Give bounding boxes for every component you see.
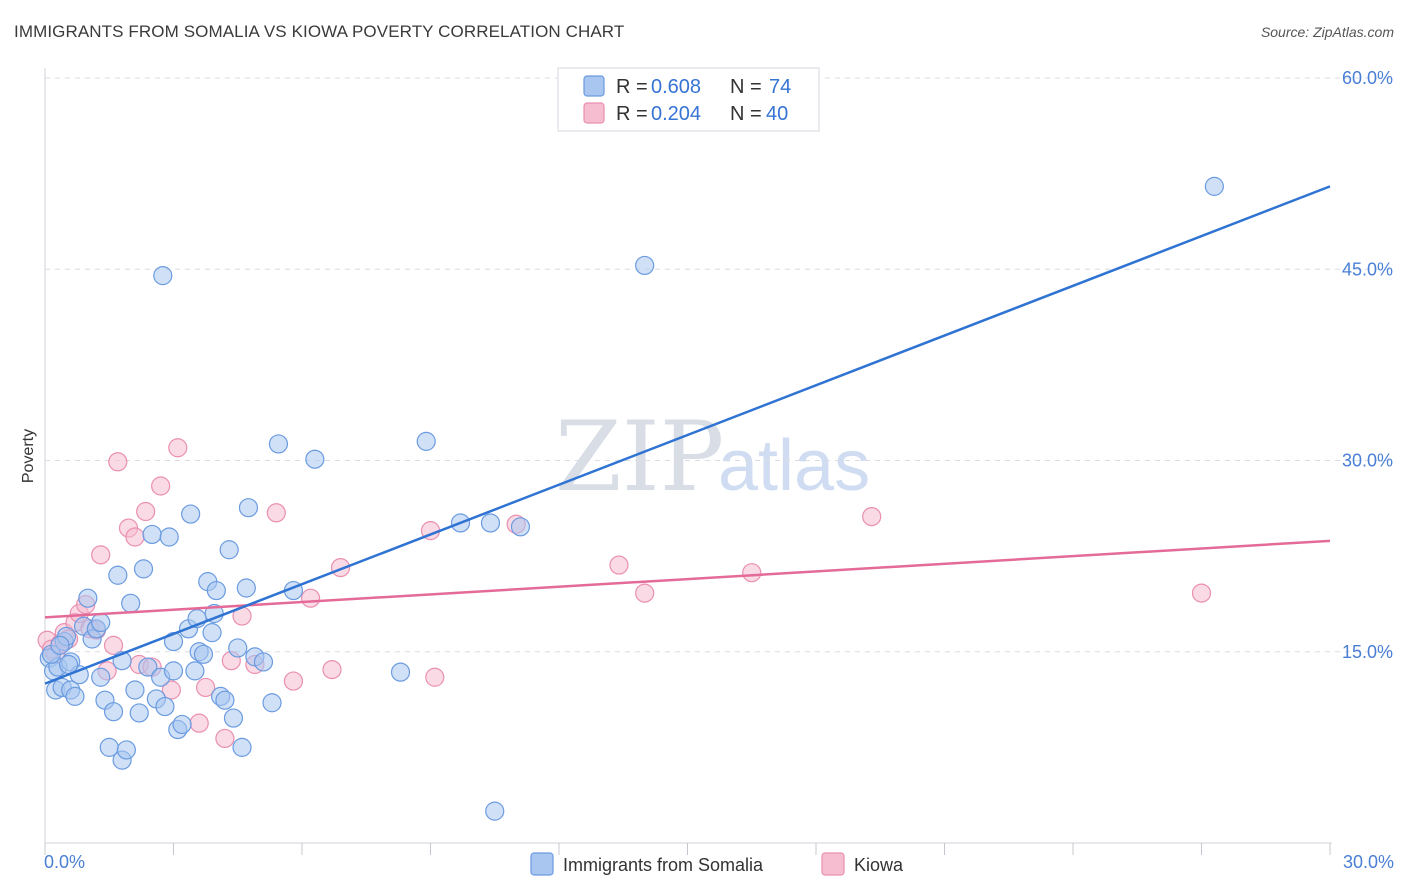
x-tick-label-30: 30.0% (1343, 852, 1394, 872)
somalia-point (1204, 176, 1224, 196)
somalia-point (232, 737, 252, 757)
somalia-points (39, 176, 1224, 821)
kiowa-point (151, 476, 171, 496)
watermark-atlas: atlas (718, 426, 870, 506)
kiowa-point (609, 555, 629, 575)
somalia-point (219, 540, 239, 560)
y-tick-label-45: 45.0% (1342, 259, 1393, 279)
somalia-point (193, 644, 214, 664)
somalia-point (262, 693, 282, 713)
somalia-point (485, 801, 505, 821)
kiowa-point (635, 583, 655, 603)
somalia-point (142, 524, 162, 545)
y-axis-title: Poverty (20, 429, 37, 483)
somalia-point (510, 517, 531, 537)
somalia-point (159, 527, 179, 547)
somalia-point (108, 565, 128, 585)
somalia-point (153, 266, 173, 286)
somalia-point (223, 708, 244, 728)
somalia-point (238, 498, 259, 518)
kiowa-point (161, 680, 181, 700)
y-tick-label-30: 30.0% (1342, 451, 1393, 471)
somalia-point (133, 559, 154, 579)
somalia-point (65, 686, 85, 706)
somalia-point (50, 635, 70, 655)
y-tick-labels: 15.0% 30.0% 45.0% 60.0% (1342, 68, 1393, 662)
x-tick-label-0: 0.0% (44, 852, 85, 872)
kiowa-point (108, 452, 128, 472)
kiowa-point (215, 728, 235, 749)
kiowa-point (283, 671, 304, 691)
somalia-point (91, 612, 111, 633)
legend-kiowa-n-label: N = (730, 103, 762, 125)
bottom-legend-somalia-label: Immigrants from Somalia (563, 855, 764, 875)
somalia-point (305, 449, 325, 469)
kiowa-point (425, 667, 445, 687)
somalia-point (268, 434, 289, 454)
kiowa-point (196, 677, 216, 698)
somalia-point (103, 702, 124, 722)
bottom-legend-somalia-swatch (530, 852, 554, 876)
bottom-legend: Immigrants from Somalia Kiowa (530, 852, 904, 876)
somalia-point (480, 513, 501, 533)
legend-somalia-n-value: 74 (769, 76, 791, 98)
somalia-point (138, 657, 158, 677)
watermark-zip: ZIP (555, 401, 724, 513)
somalia-point (129, 703, 149, 723)
somalia-trend-line (44, 185, 1331, 685)
kiowa-point (862, 506, 882, 527)
legend-kiowa-n-value: 40 (766, 103, 788, 125)
somalia-point (181, 504, 201, 524)
somalia-point (163, 661, 184, 681)
legend-somalia-r-value: 0.608 (651, 76, 701, 98)
somalia-point (163, 631, 184, 652)
somalia-point (206, 580, 226, 601)
somalia-point (390, 662, 411, 682)
somalia-point (253, 652, 274, 672)
kiowa-trend-line (44, 539, 1331, 619)
kiowa-point (266, 503, 286, 523)
chart-title: IMMIGRANTS FROM SOMALIA VS KIOWA POVERTY… (14, 22, 625, 41)
bottom-legend-kiowa-swatch (821, 852, 845, 876)
legend-somalia-r-label: R = (616, 76, 648, 98)
kiowa-point (103, 635, 124, 655)
bottom-legend-kiowa-label: Kiowa (854, 855, 904, 875)
somalia-point (172, 714, 192, 735)
somalia-point (202, 623, 222, 643)
kiowa-point (125, 527, 145, 547)
kiowa-point (742, 563, 762, 583)
legend-kiowa-r-label: R = (616, 103, 648, 125)
kiowa-point (168, 438, 188, 458)
somalia-point (228, 638, 248, 658)
kiowa-point (136, 501, 156, 522)
y-tick-label-60: 60.0% (1342, 68, 1393, 88)
somalia-point (236, 578, 256, 598)
somalia-point (121, 593, 141, 613)
somalia-point (635, 255, 655, 276)
legend-kiowa-swatch (583, 102, 605, 124)
top-legend: R = 0.608 N = 74 R = 0.204 N = 40 (557, 67, 820, 132)
kiowa-point (300, 588, 321, 608)
somalia-point (91, 667, 111, 687)
y-tick-label-15: 15.0% (1342, 642, 1393, 662)
source-label: Source: ZipAtlas.com (1260, 24, 1394, 40)
legend-kiowa-r-value: 0.204 (651, 103, 701, 125)
legend-somalia-swatch (583, 75, 605, 97)
kiowa-point (91, 545, 111, 565)
somalia-point (78, 588, 98, 608)
kiowa-point (1191, 583, 1212, 603)
somalia-point (416, 431, 436, 451)
somalia-point (215, 690, 235, 710)
kiowa-point (189, 713, 209, 733)
somalia-point (155, 696, 175, 717)
somalia-point (116, 740, 136, 760)
kiowa-point (322, 659, 342, 680)
somalia-point (125, 680, 145, 700)
legend-somalia-n-label: N = (730, 76, 762, 98)
x-ticks (44, 843, 1331, 855)
somalia-point (185, 661, 205, 681)
grid (45, 77, 1392, 653)
